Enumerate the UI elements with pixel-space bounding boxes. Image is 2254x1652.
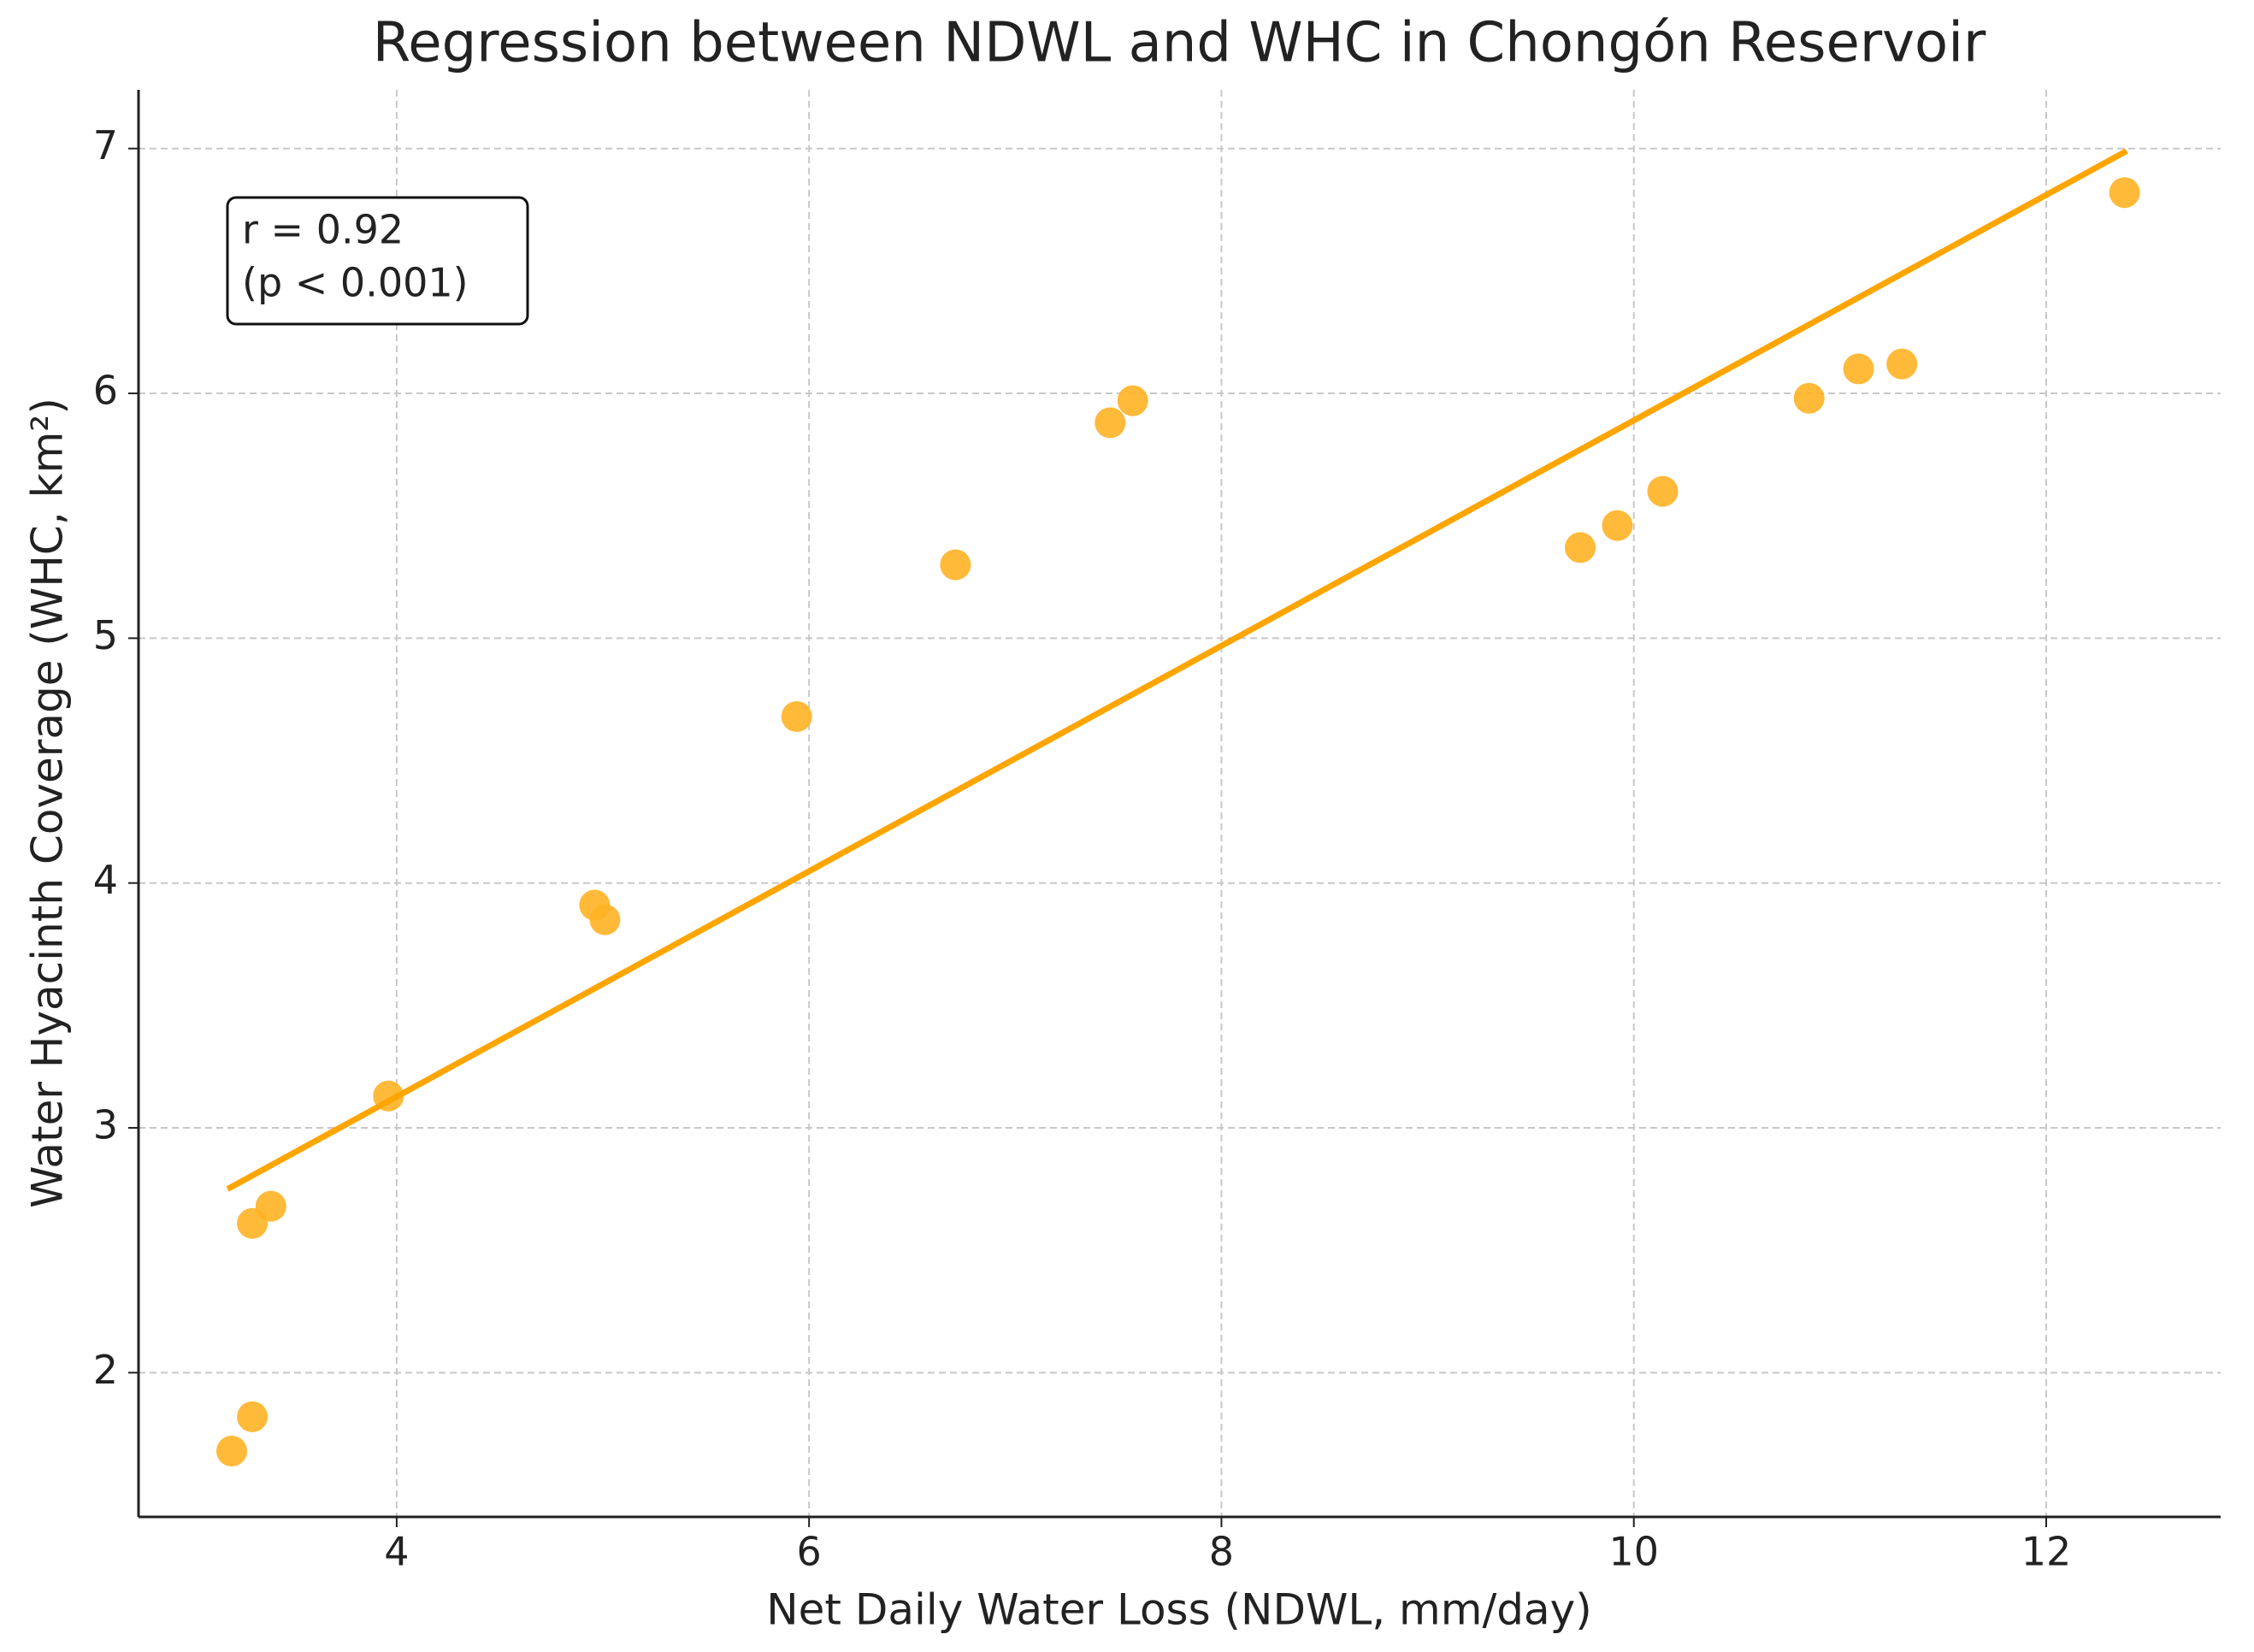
annotation-text: (p < 0.001) [242,260,469,306]
regression-line [226,148,2128,1192]
scatter-point [1095,407,1126,439]
x-axis-label: Net Daily Water Loss (NDWL, mm/day) [766,1585,1592,1635]
scatter-point [237,1401,268,1432]
y-tick-label: 6 [93,368,118,414]
scatter-point [255,1190,286,1222]
scatter-point [1886,348,1918,380]
y-tick-label: 5 [93,612,118,658]
y-axis-label: Water Hyacinth Coverage (WHC, km²) [23,398,73,1208]
annotation-text: r = 0.92 [242,207,404,253]
scatter-point [940,549,971,581]
scatter-point [1843,353,1874,385]
annotation-box [226,196,529,326]
chart-title: Regression between NDWL and WHC in Chong… [373,12,1986,75]
scatter-point [1565,532,1596,563]
scatter-point [1793,382,1825,414]
x-tick-label: 6 [797,1529,822,1575]
scatter-point [781,700,812,732]
y-tick-label: 7 [93,122,118,168]
scatter-point [1602,510,1633,541]
scatter-point [589,904,621,935]
x-tick-label: 8 [1209,1529,1234,1575]
scatter-point [2109,177,2140,209]
x-tick-label: 4 [384,1529,409,1575]
y-tick-label: 2 [93,1347,118,1393]
x-tick-label: 12 [2021,1529,2072,1575]
y-tick-label: 3 [93,1102,118,1148]
scatter-point [1647,475,1679,507]
scatter-point [215,1435,247,1466]
y-tick-label: 4 [93,857,118,903]
x-tick-label: 10 [1608,1529,1659,1575]
scatter-point [1117,385,1148,416]
